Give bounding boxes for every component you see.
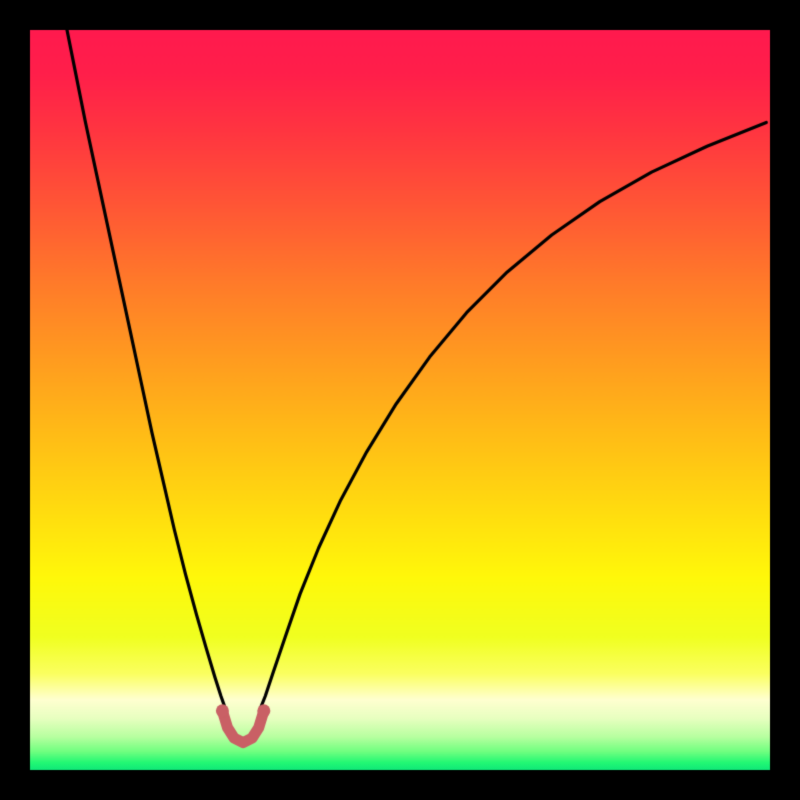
- bottleneck-chart: [0, 0, 800, 800]
- stage: TheBottleneck.com: [0, 0, 800, 800]
